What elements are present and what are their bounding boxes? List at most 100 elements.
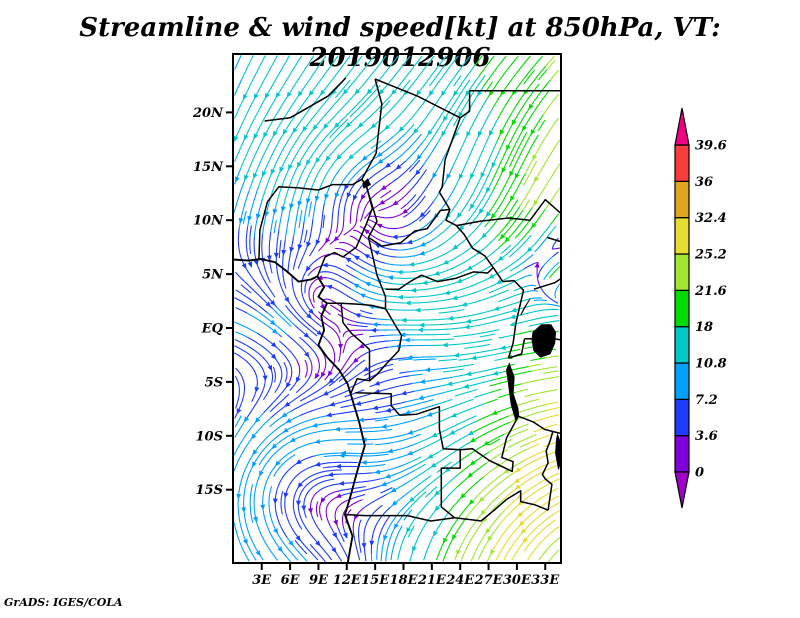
- streamline: [527, 516, 539, 527]
- streamline: [305, 546, 315, 557]
- flow-arrow-icon: [352, 357, 359, 364]
- streamline: [523, 284, 537, 288]
- streamline: [345, 264, 356, 271]
- streamline: [504, 261, 516, 270]
- streamline: [453, 342, 467, 346]
- flow-arrow-icon: [511, 119, 517, 126]
- streamline: [406, 194, 417, 205]
- streamline: [375, 443, 384, 446]
- streamline: [398, 358, 412, 361]
- streamline: [495, 317, 508, 323]
- streamline: [500, 295, 513, 302]
- streamline: [500, 244, 512, 255]
- streamline: [533, 299, 547, 302]
- streamline: [488, 518, 498, 530]
- streamline: [288, 349, 298, 361]
- flow-arrow-icon: [464, 324, 470, 330]
- colorbar-segment: [674, 217, 690, 255]
- streamline: [354, 542, 359, 556]
- streamline: [514, 230, 523, 239]
- streamline: [362, 315, 376, 320]
- streamline: [385, 142, 396, 152]
- flow-arrow-icon: [285, 418, 292, 423]
- streamline: [303, 229, 308, 243]
- credit-label: GrADS: IGES/COLA: [4, 596, 123, 609]
- streamline: [552, 187, 561, 199]
- streamline: [287, 66, 296, 78]
- streamline: [455, 510, 465, 522]
- streamline: [473, 331, 487, 335]
- colorbar-label: 18: [695, 320, 713, 335]
- streamline: [549, 69, 560, 81]
- streamline: [422, 76, 431, 88]
- streamline: [313, 106, 323, 118]
- streamline: [281, 139, 290, 152]
- streamline: [427, 535, 434, 549]
- streamline: [395, 454, 408, 460]
- y-axis-label: 10N: [193, 214, 224, 229]
- streamline: [321, 204, 325, 218]
- streamline: [545, 355, 559, 359]
- flow-arrow-icon: [463, 383, 470, 389]
- streamline: [392, 289, 406, 292]
- streamline: [257, 100, 265, 113]
- streamline: [468, 223, 472, 227]
- streamline: [300, 482, 310, 494]
- flow-arrow-icon: [509, 170, 514, 177]
- streamline: [547, 225, 557, 237]
- streamline: [537, 119, 546, 132]
- streamline: [246, 544, 254, 557]
- streamline: [416, 457, 429, 466]
- streamline: [382, 136, 394, 146]
- streamline: [434, 123, 443, 135]
- flow-arrow-icon: [514, 478, 521, 484]
- streamline: [272, 393, 282, 404]
- streamline: [311, 376, 322, 388]
- streamline: [295, 176, 302, 189]
- flow-arrow-icon: [456, 278, 463, 283]
- streamline: [375, 453, 389, 457]
- streamline: [422, 153, 432, 166]
- flow-arrow-icon: [433, 530, 438, 537]
- streamline: [530, 160, 538, 173]
- streamline: [272, 141, 280, 154]
- streamline: [485, 191, 494, 204]
- streamline: [480, 264, 493, 273]
- flow-arrow-icon: [483, 440, 490, 446]
- streamline: [365, 430, 380, 433]
- streamline: [493, 498, 504, 509]
- streamline: [253, 66, 260, 79]
- streamline: [453, 315, 467, 319]
- streamline: [445, 322, 459, 325]
- flow-arrow-icon: [406, 239, 413, 245]
- streamline: [522, 136, 530, 149]
- streamline: [395, 133, 406, 144]
- y-axis-label: 10S: [196, 429, 223, 444]
- streamline: [482, 468, 494, 478]
- streamline: [478, 338, 492, 343]
- streamline: [261, 221, 266, 235]
- flow-arrow-icon: [252, 449, 258, 456]
- flow-arrow-icon: [255, 550, 261, 557]
- colorbar-segment: [674, 326, 690, 364]
- streamline: [261, 536, 269, 549]
- streamline: [433, 230, 445, 240]
- flow-arrow-icon: [364, 282, 371, 287]
- streamline: [497, 395, 504, 399]
- streamline: [424, 201, 434, 213]
- streamline: [276, 229, 280, 243]
- streamline: [276, 306, 287, 317]
- streamline: [506, 220, 516, 232]
- streamline: [421, 398, 434, 404]
- flow-arrow-icon: [456, 549, 461, 556]
- streamline: [390, 549, 394, 561]
- streamline: [318, 55, 327, 67]
- streamline: [285, 316, 296, 327]
- flow-arrow-icon: [271, 443, 278, 450]
- streamline: [354, 321, 368, 325]
- streamline: [308, 258, 320, 268]
- country-border: [440, 449, 461, 519]
- streamline: [333, 351, 336, 365]
- flow-arrow-icon: [306, 159, 311, 166]
- streamline: [375, 418, 389, 422]
